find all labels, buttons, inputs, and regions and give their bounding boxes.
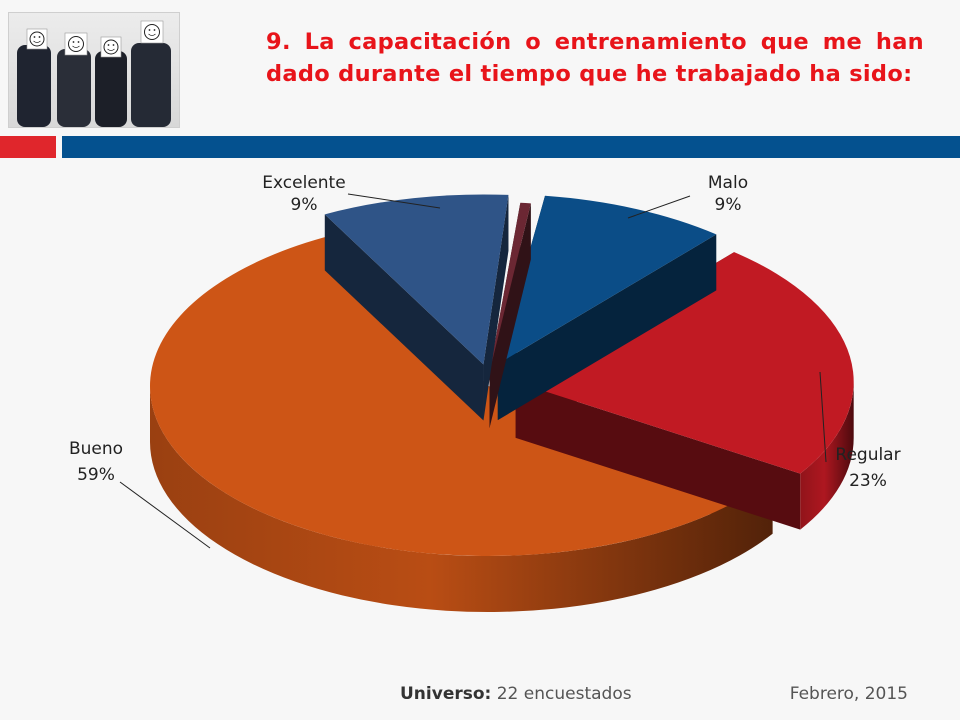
- label-name-regular: Regular: [835, 445, 900, 465]
- person-1: [17, 28, 51, 127]
- label-name-excelente: Excelente: [262, 173, 345, 193]
- leader-line-excelente: [347, 193, 441, 209]
- leader-line-regular: [819, 371, 827, 463]
- smiley-face-icon: [29, 31, 45, 47]
- smiley-face-icon: [68, 36, 84, 52]
- label-value-regular: 23%: [849, 471, 887, 491]
- slice-excelente: [324, 194, 509, 365]
- slice-excelente-side-1: [483, 194, 509, 421]
- label-value-bueno: 59%: [77, 465, 115, 485]
- slice-malo-side-1: [497, 234, 717, 421]
- person-3: [95, 36, 127, 127]
- leader-line-bueno: [119, 481, 211, 549]
- slice-regular-side-1: [515, 381, 801, 530]
- slice-excelente-side-0: [324, 214, 484, 421]
- person-2: [57, 32, 91, 127]
- universe-value: 22 encuestados: [496, 684, 632, 704]
- slice-bueno-wall: [150, 386, 773, 612]
- label-name-malo: Malo: [708, 173, 748, 193]
- smiley-face-icon: [144, 24, 160, 40]
- slice-regular: [515, 252, 854, 474]
- business-people-photo: [17, 20, 171, 127]
- slice-regular-wall: [800, 381, 854, 530]
- slide-title: 9. La capacitación o entrenamiento que m…: [266, 29, 924, 87]
- label-value-malo: 9%: [715, 195, 742, 215]
- footer: Universo: 22 encuestados Febrero, 2015: [400, 684, 908, 708]
- smiley-face-icon: [103, 39, 119, 55]
- slice-malo: [497, 195, 717, 365]
- slice-sliver-side-1: [489, 203, 531, 429]
- header-photo: [8, 12, 180, 128]
- label-value-excelente: 9%: [291, 195, 318, 215]
- footer-date: Febrero, 2015: [789, 684, 908, 704]
- label-name-bueno: Bueno: [69, 439, 123, 459]
- accent-bar-blue: [62, 136, 960, 158]
- leader-line-malo: [627, 195, 691, 219]
- universe-label: Universo:: [400, 684, 492, 704]
- accent-bar-red: [0, 136, 56, 158]
- person-4: [131, 20, 171, 127]
- slice-sliver: [489, 202, 531, 373]
